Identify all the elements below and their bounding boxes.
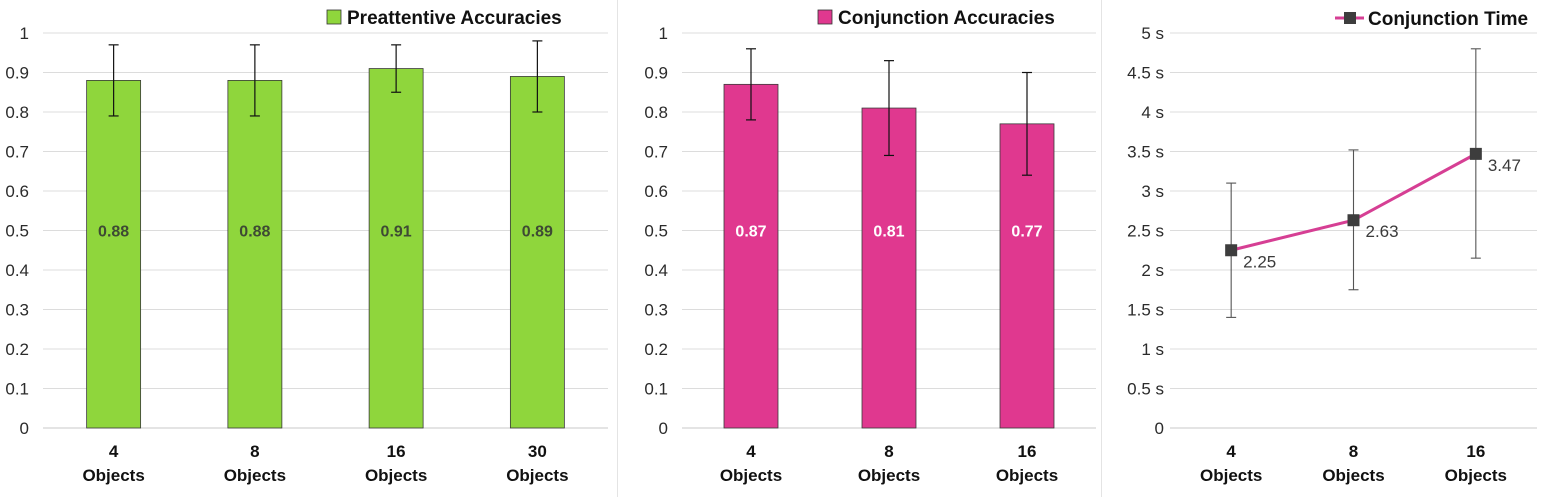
x-tick-label: 8 (1349, 442, 1358, 461)
y-tick-label: 1.5 s (1127, 301, 1164, 320)
x-tick-label: Objects (720, 466, 782, 485)
y-tick-label: 0.4 (5, 261, 29, 280)
x-tick-label: Objects (1322, 466, 1384, 485)
y-tick-label: 0 (20, 419, 29, 438)
y-tick-label: 0.6 (5, 182, 29, 201)
data-label: 0.89 (522, 224, 553, 241)
x-tick-label: Objects (365, 466, 427, 485)
series-marker (1469, 147, 1482, 160)
y-tick-label: 0.7 (644, 143, 668, 162)
series-marker (1225, 244, 1238, 257)
x-tick-label: Objects (224, 466, 286, 485)
y-tick-label: 0.1 (644, 380, 668, 399)
panel-divider-1 (617, 0, 618, 497)
y-tick-label: 0.7 (5, 143, 29, 162)
data-label: 0.81 (873, 224, 904, 241)
y-tick-label: 0.2 (644, 340, 668, 359)
x-tick-label: 4 (109, 442, 119, 461)
data-label: 3.47 (1488, 156, 1521, 175)
x-tick-label: 8 (250, 442, 259, 461)
y-tick-label: 2.5 s (1127, 222, 1164, 241)
series-marker (1347, 214, 1360, 227)
y-tick-label: 0.8 (5, 103, 29, 122)
y-tick-label: 0 (1155, 419, 1164, 438)
y-tick-label: 1 (659, 24, 668, 43)
legend-marker (1344, 12, 1356, 24)
y-tick-label: 1 s (1141, 340, 1164, 359)
y-tick-label: 5 s (1141, 24, 1164, 43)
x-tick-label: Objects (1200, 466, 1262, 485)
bar (86, 80, 142, 429)
bar (227, 80, 283, 429)
bar (723, 83, 779, 429)
legend-swatch (817, 9, 833, 25)
y-tick-label: 0.8 (644, 103, 668, 122)
x-tick-label: 8 (884, 442, 893, 461)
y-tick-label: 0.1 (5, 380, 29, 399)
x-tick-label: 16 (387, 442, 406, 461)
y-tick-label: 4.5 s (1127, 64, 1164, 83)
y-tick-label: 3 s (1141, 182, 1164, 201)
legend-label: Conjunction Accuracies (838, 8, 1055, 29)
y-tick-label: 4 s (1141, 103, 1164, 122)
x-tick-label: 4 (746, 442, 756, 461)
bar (861, 107, 917, 429)
y-tick-label: 1 (20, 24, 29, 43)
legend-swatch (326, 9, 342, 25)
data-label: 2.63 (1366, 222, 1399, 241)
data-label: 0.88 (239, 224, 270, 241)
x-tick-label: Objects (82, 466, 144, 485)
data-label: 0.88 (98, 224, 129, 241)
data-label: 0.87 (735, 224, 766, 241)
conjunction-accuracies-chart: 0 0.1 0.2 0.3 0.4 0.5 0.6 0.7 0.8 0.9 1 4 Objects 8 Ob… (644, 8, 1096, 485)
preattentive-accuracies-chart: 00.10.20.30.40.50.60.70.80.914Objects8Ob… (5, 8, 608, 485)
x-tick-label: 16 (1018, 442, 1037, 461)
data-label: 0.77 (1011, 224, 1042, 241)
y-tick-label: 0.9 (644, 64, 668, 83)
legend-label: Conjunction Time (1368, 9, 1528, 30)
x-tick-label: 30 (528, 442, 547, 461)
y-tick-label: 0.4 (644, 261, 668, 280)
y-tick-label: 3.5 s (1127, 143, 1164, 162)
y-tick-label: 0.3 (644, 301, 668, 320)
data-label: 0.91 (381, 224, 412, 241)
y-tick-label: 0 (659, 419, 668, 438)
y-tick-label: 0.6 (644, 182, 668, 201)
panel-divider-2 (1101, 0, 1102, 497)
x-tick-label: Objects (996, 466, 1058, 485)
y-tick-label: 0.5 s (1127, 380, 1164, 399)
y-tick-label: 0.9 (5, 64, 29, 83)
y-tick-label: 0.5 (5, 222, 29, 241)
y-tick-label: 0.5 (644, 222, 668, 241)
conjunction-time-chart: 0 0.5 s 1 s 1.5 s 2 s 2.5 s 3 s 3.5 s 4 s 4.5 s 5 … (1127, 9, 1537, 485)
bar (509, 76, 565, 429)
y-tick-label: 0.2 (5, 340, 29, 359)
y-tick-label: 2 s (1141, 261, 1164, 280)
bar (368, 68, 424, 429)
y-tick-label: 0.3 (5, 301, 29, 320)
legend-label: Preattentive Accuracies (347, 8, 562, 29)
x-tick-label: Objects (858, 466, 920, 485)
x-tick-label: Objects (506, 466, 568, 485)
data-label: 2.25 (1243, 252, 1276, 271)
x-tick-label: 4 (1226, 442, 1236, 461)
x-tick-label: Objects (1445, 466, 1507, 485)
x-tick-label: 16 (1466, 442, 1485, 461)
